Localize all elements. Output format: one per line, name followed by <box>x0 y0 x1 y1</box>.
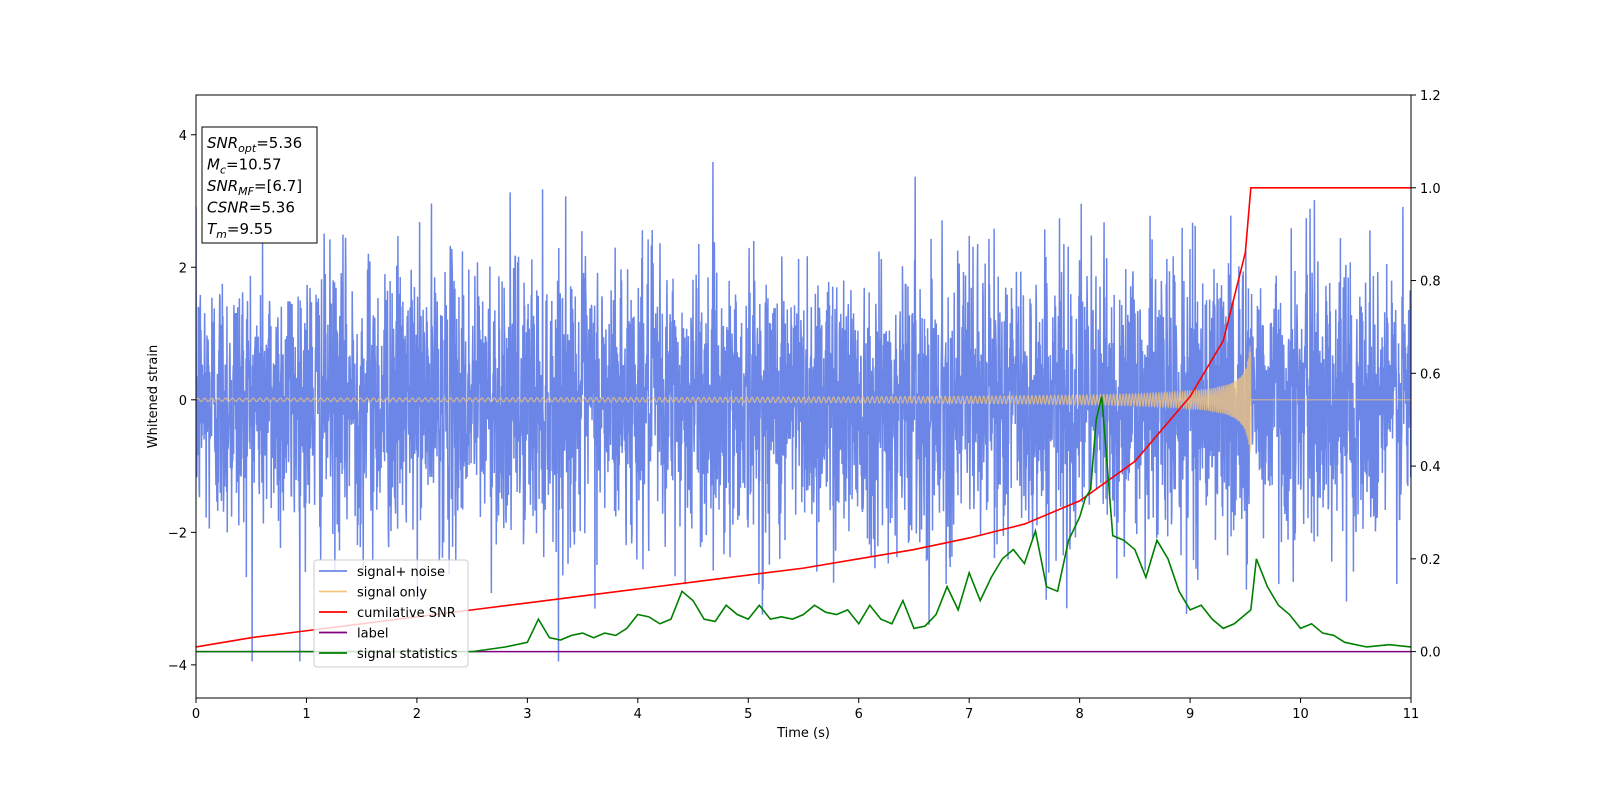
annotation-line: SNRopt=5.36 <box>207 134 302 155</box>
annotation-line: Tm=9.55 <box>207 220 273 241</box>
x-tick-label: 9 <box>1186 707 1194 722</box>
annotation-line: SNRMF=[6.7] <box>207 177 302 198</box>
series-signal-statistics-line <box>196 396 1411 653</box>
axes: 0 1 2 3 4 5 6 7 8 9 10 11 −4 −2 0 2 4 0.0 0.2 0.4 0.6 0.8 1.0 1… <box>168 89 1441 722</box>
x-tick-label: 10 <box>1292 707 1309 722</box>
y-left-tick-label: 4 <box>179 129 187 144</box>
x-tick-label: 4 <box>634 707 642 722</box>
legend-frame <box>313 559 469 668</box>
y-left-tick-label: −2 <box>168 526 187 541</box>
y-right-tick-label: 0.8 <box>1420 275 1441 290</box>
y-right-tick-label: 0.4 <box>1420 460 1441 475</box>
annotation-frame <box>201 126 318 244</box>
y-axis-label: Whitened strain <box>146 345 161 448</box>
y-right-tick-label: 1.0 <box>1420 182 1441 197</box>
annotation-line: CSNR=5.36 <box>207 199 295 217</box>
y-right-tick-label: 0.2 <box>1420 553 1441 568</box>
y-left-tick-label: 2 <box>179 261 187 276</box>
y-right-tick-label: 0.6 <box>1420 367 1441 382</box>
x-tick-label: 6 <box>855 707 863 722</box>
legend-entry-label: label <box>357 627 388 642</box>
legend-entry-label: signal statistics <box>357 647 458 662</box>
legend-entry-label: cumilative SNR <box>357 606 456 621</box>
y-right-tick-label: 1.2 <box>1420 89 1441 104</box>
x-tick-label: 3 <box>523 707 531 722</box>
legend-entry-label: signal only <box>357 586 427 601</box>
x-tick-label: 5 <box>744 707 752 722</box>
x-tick-label: 2 <box>413 707 421 722</box>
y-left-tick-label: 0 <box>179 394 187 409</box>
y-left-tick-label: −4 <box>168 659 187 674</box>
x-axis-label: Time (s) <box>776 726 830 741</box>
legend: signal+ noise signal only cumilative SNR la… <box>313 559 469 668</box>
plot-frame <box>195 94 1412 699</box>
x-tick-label: 8 <box>1075 707 1083 722</box>
x-tick-label: 7 <box>965 707 973 722</box>
legend-entry-label: signal+ noise <box>357 565 445 580</box>
y-right-tick-label: 0.0 <box>1420 646 1441 661</box>
x-tick-label: 1 <box>302 707 310 722</box>
x-tick-label: 11 <box>1403 707 1420 722</box>
x-tick-label: 0 <box>192 707 200 722</box>
series-signal-only-line <box>196 345 1411 453</box>
annotation-line: Mc=10.57 <box>207 156 282 177</box>
